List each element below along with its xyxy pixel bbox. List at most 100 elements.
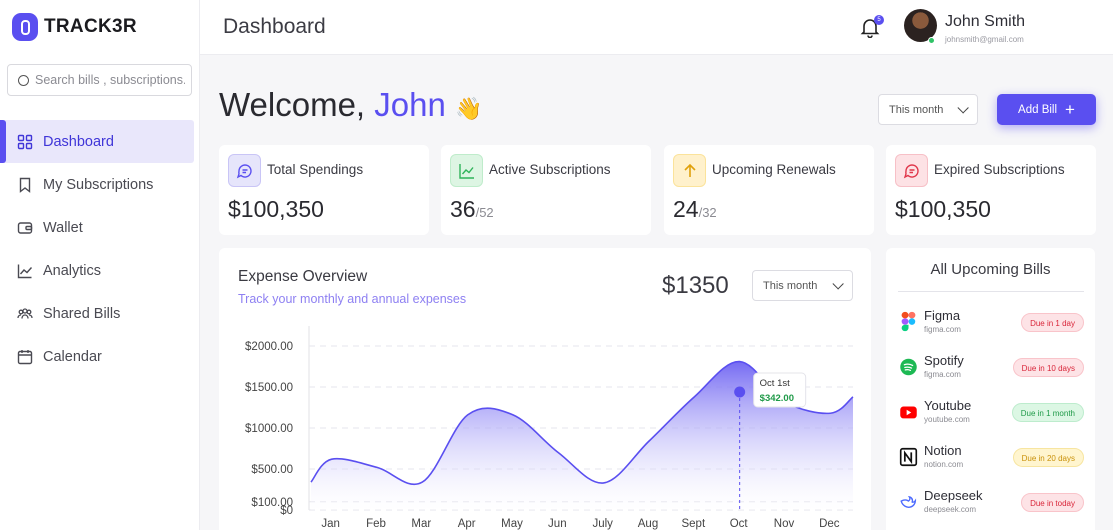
stat-card-total-spendings[interactable]: Total Spendings $100,350 <box>219 145 429 235</box>
x-tick-label: Apr <box>458 518 476 530</box>
y-tick-label: $2000.00 <box>245 341 293 353</box>
stat-value-main: 36 <box>450 196 476 222</box>
due-badge: Due in 10 days <box>1012 358 1084 377</box>
stat-label: Expired Subscriptions <box>934 162 1065 177</box>
receipt-icon <box>228 154 261 187</box>
sidebar: TRACK3R Dashboard My Subscriptions Walle… <box>0 0 200 530</box>
sidebar-item-label: My Subscriptions <box>43 176 154 193</box>
logo-text: TRACK3R <box>44 16 137 37</box>
stat-label: Total Spendings <box>267 162 364 177</box>
due-badge: Due in today <box>1021 493 1084 512</box>
logo-icon <box>12 13 38 41</box>
online-status-dot <box>928 37 935 44</box>
app-logo[interactable]: TRACK3R <box>12 13 137 41</box>
overview-title: Expense Overview <box>238 268 368 285</box>
sidebar-item-analytics[interactable]: Analytics <box>0 249 194 292</box>
top-header: Dashboard 5 John Smith johnsmith@gmail.c… <box>200 0 1113 55</box>
tooltip-date: Oct 1st <box>760 378 790 389</box>
upcoming-bills-card: All Upcoming Bills Figma figma.com Due i… <box>886 248 1095 530</box>
bill-domain: youtube.com <box>924 415 970 424</box>
bill-item-deepseek[interactable]: Deepseek deepseek.com Due in today <box>899 487 1084 521</box>
x-tick-label: Feb <box>366 518 386 530</box>
bill-item-youtube[interactable]: Youtube youtube.com Due in 1 month <box>899 397 1084 431</box>
divider <box>898 291 1084 292</box>
highlight-point <box>734 386 746 398</box>
stat-label: Upcoming Renewals <box>712 162 836 177</box>
overview-period-value: This month <box>763 279 818 292</box>
avatar[interactable] <box>904 9 937 42</box>
bookmark-icon <box>17 177 33 193</box>
bill-item-spotify[interactable]: Spotify figma.com Due in 10 days <box>899 352 1084 386</box>
bill-domain: deepseek.com <box>924 505 977 514</box>
stat-card-upcoming-renewals[interactable]: Upcoming Renewals 24/32 <box>664 145 874 235</box>
calendar-icon <box>17 349 33 365</box>
stat-value: $100,350 <box>895 196 991 223</box>
bell-icon[interactable] <box>859 16 881 38</box>
due-badge: Due in 20 days <box>1012 448 1084 467</box>
sidebar-item-label: Calendar <box>43 348 102 365</box>
period-select-value: This month <box>889 103 944 116</box>
deepseek-icon <box>900 495 917 508</box>
x-tick-label: Oct <box>730 518 749 530</box>
users-icon <box>17 306 33 322</box>
search-icon <box>18 74 29 86</box>
notification-badge: 5 <box>874 15 884 25</box>
bill-item-notion[interactable]: Notion notion.com Due in 20 days <box>899 442 1084 476</box>
tooltip-box <box>753 372 807 408</box>
user-name[interactable]: John Smith <box>945 13 1026 30</box>
y-tick-label: $1500.00 <box>245 382 293 394</box>
receipt-icon <box>895 154 928 187</box>
tooltip-value: $342.00 <box>760 393 794 404</box>
search-box[interactable] <box>7 64 192 96</box>
welcome-heading: Welcome, John 👋 <box>219 86 482 124</box>
sidebar-item-dashboard[interactable]: Dashboard <box>0 120 194 163</box>
sidebar-item-calendar[interactable]: Calendar <box>0 335 194 378</box>
add-bill-button[interactable]: Add Bill + <box>997 94 1096 125</box>
add-bill-label: Add Bill <box>1018 103 1058 116</box>
stat-value: 36/52 <box>450 196 494 223</box>
grid-icon <box>17 134 33 150</box>
bill-domain: notion.com <box>924 460 964 469</box>
period-select[interactable]: This month <box>878 94 978 125</box>
overview-subtitle: Track your monthly and annual expenses <box>238 292 467 306</box>
expense-overview-card: Expense Overview Track your monthly and … <box>219 248 871 530</box>
overview-period-select[interactable]: This month <box>752 270 853 301</box>
stat-card-expired-subscriptions[interactable]: Expired Subscriptions $100,350 <box>886 145 1096 235</box>
x-tick-label: Jan <box>321 518 340 530</box>
sidebar-item-shared-bills[interactable]: Shared Bills <box>0 292 194 335</box>
bill-domain: figma.com <box>924 325 961 334</box>
welcome-greeting: Welcome, <box>219 86 366 123</box>
expense-area-chart[interactable]: $0$100.00 $500.00 $1000.00 $1500.00 $2000.00… <box>219 248 871 530</box>
stat-value-main: $100,350 <box>228 196 324 222</box>
overview-amount: $1350 <box>662 272 729 299</box>
due-badge: Due in 1 day <box>1021 313 1084 332</box>
bill-name: Spotify <box>924 353 964 368</box>
due-badge: Due in 1 month <box>1011 403 1084 422</box>
wallet-icon <box>17 220 33 236</box>
bill-domain: figma.com <box>924 370 961 379</box>
sidebar-item-wallet[interactable]: Wallet <box>0 206 194 249</box>
upcoming-title: All Upcoming Bills <box>930 261 1051 278</box>
sidebar-item-label: Wallet <box>43 219 83 236</box>
user-email: johnsmith@gmail.com <box>945 35 1024 44</box>
stat-label: Active Subscriptions <box>489 162 611 177</box>
stat-value-total: /52 <box>475 205 494 220</box>
search-input[interactable] <box>35 73 185 87</box>
x-tick-label: May <box>501 518 523 530</box>
sidebar-item-my-subscriptions[interactable]: My Subscriptions <box>0 163 194 206</box>
stat-value-main: 24 <box>673 196 699 222</box>
arrow-up-icon <box>673 154 706 187</box>
figma-icon <box>901 311 916 332</box>
notion-icon <box>899 447 918 467</box>
x-tick-label: Aug <box>638 518 658 530</box>
stat-value-total: /32 <box>698 205 717 220</box>
youtube-icon <box>900 406 917 419</box>
welcome-name: John <box>374 86 446 123</box>
stat-card-active-subscriptions[interactable]: Active Subscriptions 36/52 <box>441 145 651 235</box>
sidebar-nav: Dashboard My Subscriptions Wallet Analyt… <box>0 120 200 378</box>
bill-item-figma[interactable]: Figma figma.com Due in 1 day <box>899 307 1084 341</box>
chevron-down-icon <box>957 101 969 114</box>
y-tick-label: $500.00 <box>251 464 293 476</box>
y-tick-label: $100.00 <box>251 497 293 509</box>
trend-icon <box>17 263 33 279</box>
